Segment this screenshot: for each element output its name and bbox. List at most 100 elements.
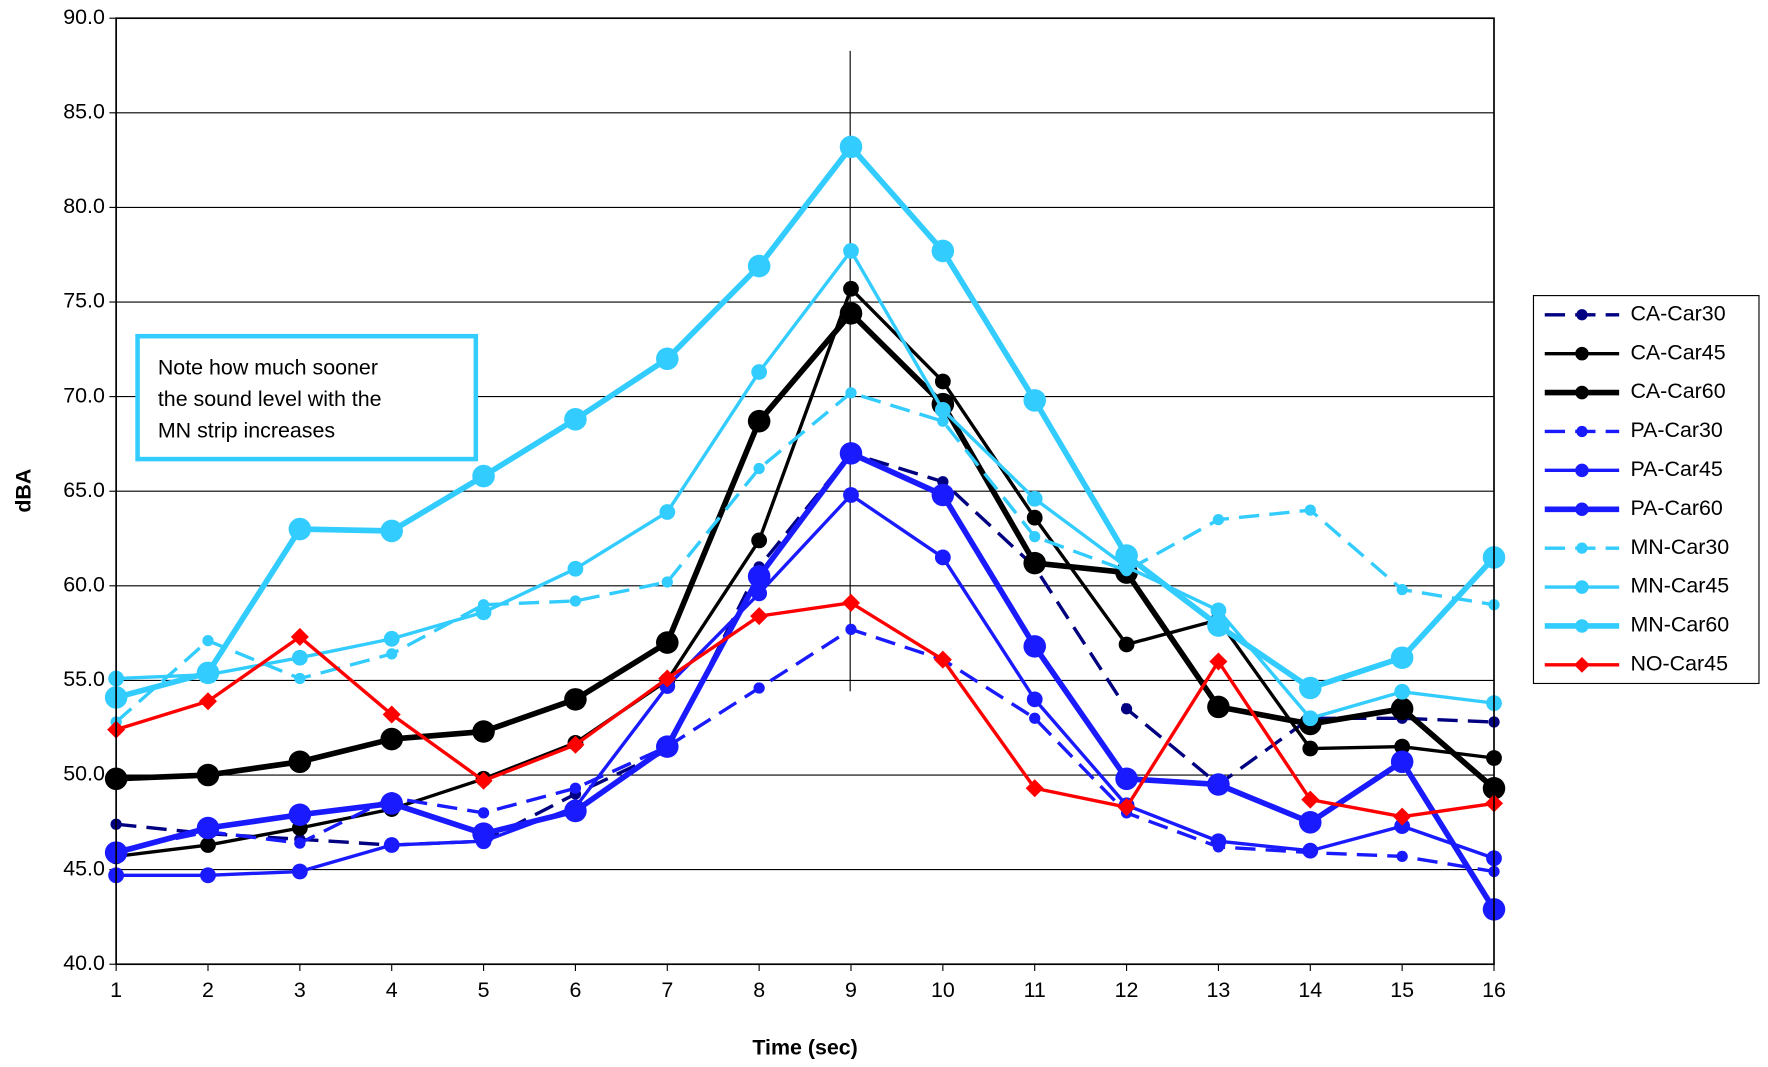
marker (564, 688, 587, 711)
legend-marker (1575, 385, 1589, 400)
marker (933, 650, 952, 669)
x-tick-label: 12 (1115, 978, 1139, 1002)
marker (1029, 530, 1041, 543)
marker (1390, 697, 1414, 721)
y-tick-label: 55.0 (63, 667, 105, 691)
marker (1394, 738, 1411, 755)
marker (1026, 691, 1043, 708)
annotation-text: the sound level with the (158, 387, 382, 411)
x-tick-label: 11 (1024, 978, 1046, 1002)
legend-label: CA-Car45 (1630, 340, 1725, 364)
marker (196, 661, 220, 685)
marker (1299, 676, 1322, 700)
y-tick-label: 40.0 (63, 951, 105, 975)
marker (383, 630, 400, 647)
annotation-text: MN strip increases (158, 419, 335, 443)
marker (291, 863, 308, 880)
annotation-box (135, 333, 479, 462)
marker (294, 837, 306, 849)
x-tick-label: 8 (753, 978, 765, 1002)
marker (1301, 790, 1320, 809)
marker (1302, 710, 1319, 727)
marker (1025, 779, 1044, 798)
marker (383, 837, 400, 853)
marker (1210, 602, 1227, 619)
marker (1207, 695, 1230, 719)
marker (845, 623, 857, 635)
marker (1394, 683, 1411, 700)
marker (1207, 773, 1230, 796)
marker (839, 302, 863, 325)
y-tick-label: 85.0 (63, 99, 105, 123)
marker (1120, 703, 1133, 715)
marker (656, 631, 679, 654)
marker (1023, 389, 1046, 412)
x-tick-label: 16 (1482, 978, 1506, 1002)
marker (564, 408, 587, 431)
x-axis-title: Time (sec) (752, 1035, 858, 1059)
marker (937, 415, 949, 427)
legend-marker (1576, 425, 1588, 438)
y-tick-label: 65.0 (63, 478, 105, 502)
legend-marker (1575, 463, 1589, 478)
x-tick-label: 9 (845, 978, 857, 1002)
series-line (115, 601, 1495, 819)
series-line (116, 249, 1495, 720)
marker (1212, 513, 1225, 526)
y-tick-label: 60.0 (63, 572, 105, 596)
marker (843, 487, 859, 503)
marker (753, 462, 765, 475)
y-tick-label: 80.0 (63, 194, 105, 218)
legend-marker (1575, 346, 1589, 361)
series-line (115, 287, 1495, 859)
marker (1302, 740, 1319, 757)
marker (661, 576, 673, 588)
annotation-text: Note how much sooner (158, 356, 378, 380)
y-tick-label: 70.0 (63, 383, 105, 407)
series-line (115, 144, 1497, 701)
x-tick-label: 2 (202, 978, 214, 1002)
marker (1302, 842, 1319, 859)
marker (380, 519, 403, 543)
marker (1390, 750, 1414, 774)
legend-label: PA-Car45 (1630, 457, 1722, 481)
marker (1029, 712, 1041, 724)
marker (477, 807, 490, 819)
y-tick-label: 90.0 (63, 5, 105, 29)
x-tick-label: 4 (386, 978, 398, 1002)
legend-label: PA-Car60 (1630, 496, 1722, 520)
plot (104, 135, 1506, 921)
marker (1026, 509, 1043, 526)
marker (288, 517, 312, 541)
legend-box (1532, 295, 1760, 685)
marker (569, 595, 582, 607)
x-tick-label: 3 (294, 978, 306, 1002)
marker (472, 720, 495, 743)
marker (1396, 583, 1408, 596)
legend-label: MN-Car45 (1630, 574, 1729, 598)
marker (472, 822, 495, 845)
marker (839, 442, 863, 465)
marker (474, 771, 493, 790)
x-tick-label: 14 (1298, 978, 1322, 1002)
marker (1117, 798, 1136, 817)
x-tick-label: 6 (569, 978, 581, 1002)
legend-marker (1576, 542, 1588, 554)
x-tick-label: 1 (110, 978, 122, 1002)
grid: 40.0 45.0 50.0 55.0 60.0 65.0 70.0 75.0 80.0 85.0… (63, 5, 1506, 1002)
marker (1023, 635, 1046, 658)
marker (196, 763, 220, 787)
marker (1026, 490, 1043, 507)
legend-marker (1576, 309, 1588, 321)
marker (564, 799, 587, 823)
legend-marker (1575, 619, 1589, 633)
x-tick-label: 15 (1390, 978, 1414, 1002)
series-line (115, 627, 1495, 874)
marker (1394, 818, 1411, 834)
marker (751, 532, 768, 549)
marker (1118, 636, 1135, 653)
marker (472, 464, 495, 488)
marker (569, 782, 582, 794)
marker (380, 792, 403, 815)
